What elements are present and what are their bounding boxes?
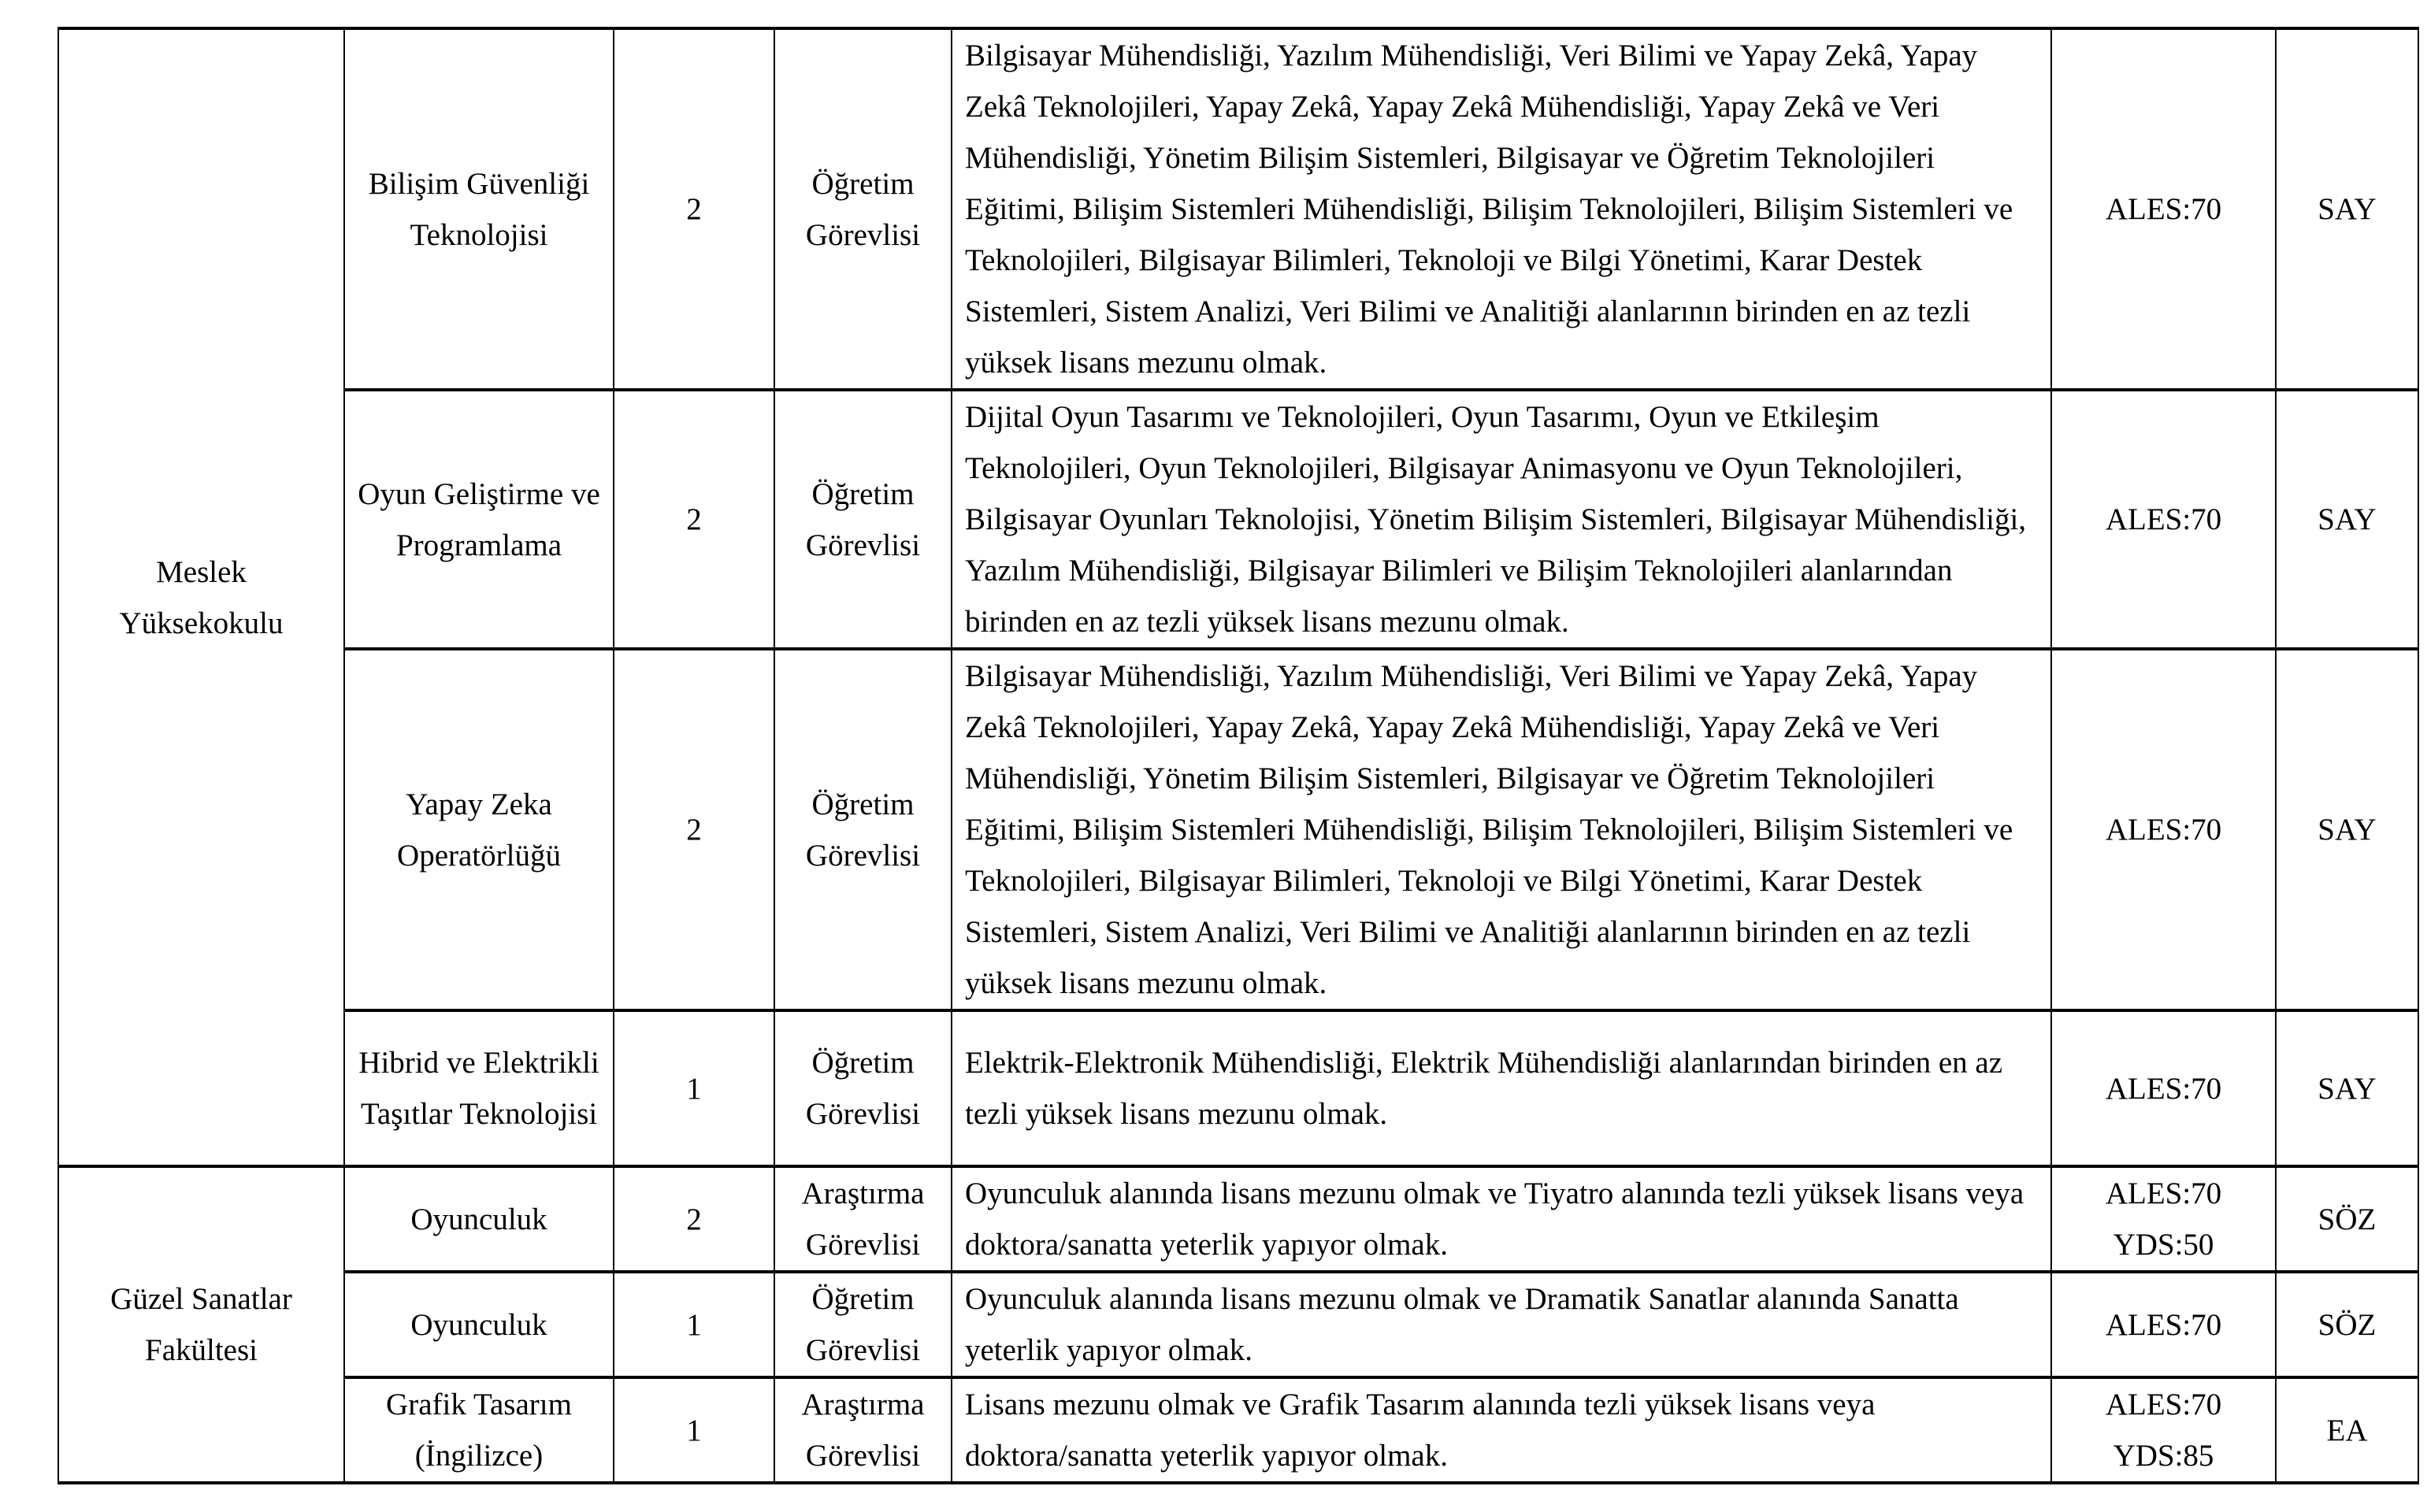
exam-score: YDS:50 xyxy=(2113,1228,2214,1262)
exam-cell: ALES:70 xyxy=(2050,388,2277,650)
count-cell: 2 xyxy=(613,1165,775,1273)
exam-score: ALES:70 xyxy=(2105,1071,2222,1106)
exam-cell: ALES:70 xyxy=(2050,1270,2277,1379)
program-cell: Bilişim Güvenliği Teknolojisi xyxy=(343,27,614,391)
title-cell: Araştırma Görevlisi xyxy=(774,1165,952,1273)
count-cell: 1 xyxy=(613,1270,775,1379)
score-type-cell: SAY xyxy=(2275,27,2419,391)
program-cell: Oyunculuk xyxy=(343,1270,614,1379)
table-row: Meslek Yüksekokulu Bilişim Güvenliği Tekn… xyxy=(58,27,2419,1168)
exam-score: ALES:70 xyxy=(2105,502,2222,536)
exam-cell: ALES:70 xyxy=(2050,1009,2277,1168)
count-cell: 2 xyxy=(613,647,775,1012)
table-row: Oyunculuk 1 Öğretim Görevlisi Oyunculuk ala… xyxy=(58,1270,2419,1379)
exam-score: ALES:70 xyxy=(2105,1388,2222,1421)
title-cell: Öğretim Görevlisi xyxy=(774,647,952,1012)
program-cell: Yapay Zeka Operatörlüğü xyxy=(343,647,614,1012)
score-type-cell: SÖZ xyxy=(2275,1270,2419,1379)
table-row: Güzel Sanatlar Fakültesi Oyunculuk 2 Araştı… xyxy=(58,1165,2419,1484)
program-cell: Hibrid ve Elektrikli Taşıtlar Teknolojis… xyxy=(343,1009,614,1168)
positions-table: Meslek Yüksekokulu Bilişim Güvenliği Tekn… xyxy=(58,27,2419,1484)
requirement-cell: Oyunculuk alanında lisans mezunu olmak v… xyxy=(951,1165,2052,1273)
title-cell: Öğretim Görevlisi xyxy=(774,388,952,650)
program-cell: Grafik Tasarım (İngilizce) xyxy=(343,1376,614,1484)
title-cell: Öğretim Görevlisi xyxy=(774,1009,952,1168)
requirement-cell: Dijital Oyun Tasarımı ve Teknolojileri, … xyxy=(951,388,2052,650)
requirement-cell: Bilgisayar Mühendisliği, Yazılım Mühendi… xyxy=(951,27,2052,391)
exam-score: ALES:70 xyxy=(2105,813,2222,847)
unit-cell: Meslek Yüksekokulu xyxy=(58,27,345,1168)
requirement-cell: Lisans mezunu olmak ve Grafik Tasarım al… xyxy=(951,1376,2052,1484)
exam-cell: ALES:70 xyxy=(2050,27,2277,391)
exam-score: YDS:85 xyxy=(2113,1439,2214,1473)
score-type-cell: EA xyxy=(2275,1376,2419,1484)
requirement-cell: Oyunculuk alanında lisans mezunu olmak v… xyxy=(951,1270,2052,1379)
table-row: Hibrid ve Elektrikli Taşıtlar Teknolojis… xyxy=(58,1009,2419,1168)
table-row: Grafik Tasarım (İngilizce) 1 Araştırma Gör… xyxy=(58,1376,2419,1484)
count-cell: 2 xyxy=(613,27,775,391)
table-row: Yapay Zeka Operatörlüğü 2 Öğretim Görevlis… xyxy=(58,647,2419,1012)
title-cell: Öğretim Görevlisi xyxy=(774,27,952,391)
exam-score: ALES:70 xyxy=(2105,1177,2222,1210)
score-type-cell: SÖZ xyxy=(2275,1165,2419,1273)
program-cell: Oyunculuk xyxy=(343,1165,614,1273)
unit-cell: Güzel Sanatlar Fakültesi xyxy=(58,1165,345,1484)
score-type-cell: SAY xyxy=(2275,1009,2419,1168)
exam-cell: ALES:70 YDS:50 xyxy=(2050,1165,2277,1273)
exam-score: ALES:70 xyxy=(2105,192,2222,226)
requirement-cell: Bilgisayar Mühendisliği, Yazılım Mühendi… xyxy=(951,647,2052,1012)
requirement-cell: Elektrik-Elektronik Mühendisliği, Elektr… xyxy=(951,1009,2052,1168)
title-cell: Öğretim Görevlisi xyxy=(774,1270,952,1379)
exam-score: ALES:70 xyxy=(2105,1307,2222,1342)
count-cell: 1 xyxy=(613,1376,775,1484)
exam-cell: ALES:70 YDS:85 xyxy=(2050,1376,2277,1484)
count-cell: 2 xyxy=(613,388,775,650)
program-cell: Oyun Geliştirme ve Programlama xyxy=(343,388,614,650)
table-row: Oyun Geliştirme ve Programlama 2 Öğretim G… xyxy=(58,388,2419,650)
count-cell: 1 xyxy=(613,1009,775,1168)
score-type-cell: SAY xyxy=(2275,647,2419,1012)
title-cell: Araştırma Görevlisi xyxy=(774,1376,952,1484)
exam-cell: ALES:70 xyxy=(2050,647,2277,1012)
score-type-cell: SAY xyxy=(2275,388,2419,650)
